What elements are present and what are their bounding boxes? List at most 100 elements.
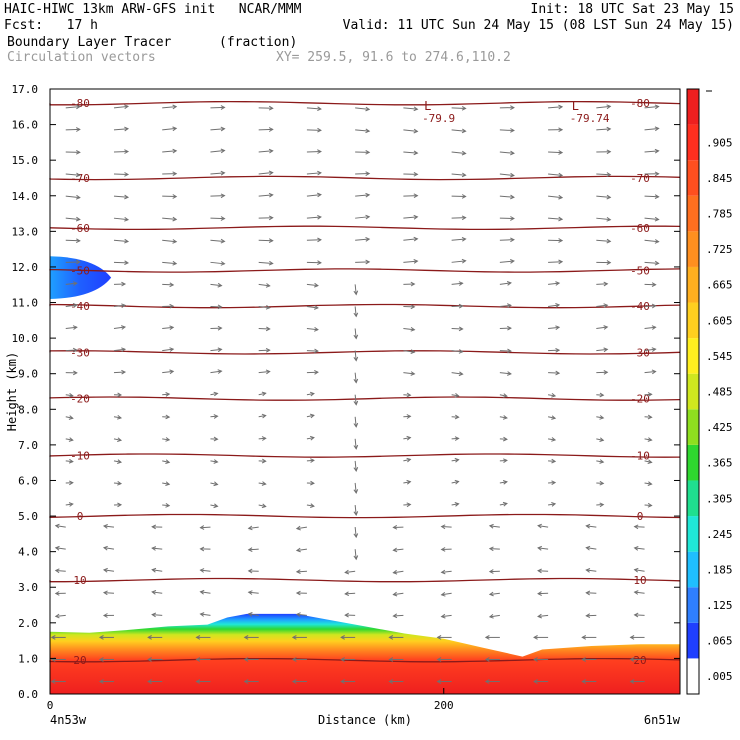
vector-arrow: [499, 173, 514, 177]
vector-arrow: [354, 527, 357, 538]
vector-arrow: [162, 127, 177, 131]
vector-arrowhead: [461, 215, 467, 221]
vector-arrowhead: [243, 657, 249, 662]
vector-arrowhead: [410, 326, 416, 332]
vector-arrowhead: [510, 128, 515, 133]
vector-arrowhead: [314, 348, 319, 354]
vector-arrow: [403, 328, 415, 331]
vector-arrowhead: [365, 259, 371, 265]
vector-arrow: [113, 460, 122, 463]
vector-arrowhead: [651, 347, 657, 352]
vector-arrow: [644, 438, 652, 441]
colorbar-label: .545: [706, 350, 733, 363]
vector-arrowhead: [265, 347, 271, 353]
vector-arrowhead: [261, 458, 267, 464]
vector-arrowhead: [261, 503, 267, 509]
vector-arrow: [354, 438, 357, 449]
vector-arrowhead: [268, 148, 274, 154]
y-tick-label: 4.0: [18, 546, 38, 559]
vector-arrow: [296, 526, 307, 530]
vector-arrow: [113, 438, 122, 441]
vector-arrowhead: [72, 347, 78, 353]
vector-arrowhead: [410, 304, 416, 310]
vector-arrowhead: [507, 325, 512, 331]
colorbar-swatch: [687, 373, 699, 410]
colorbar-label: .005: [706, 670, 733, 683]
colorbar-swatch: [687, 160, 699, 196]
vector-arrowhead: [54, 545, 60, 551]
vector-arrowhead: [502, 436, 508, 442]
vector-arrow: [65, 173, 80, 176]
vector-arrowhead: [647, 502, 653, 508]
vector-arrow: [296, 548, 307, 551]
vector-arrow: [586, 569, 597, 572]
vector-arrowhead: [440, 613, 446, 619]
vector-arrow: [547, 416, 556, 419]
isotherm-label: -80: [70, 97, 90, 110]
vector-arrowhead: [117, 459, 123, 464]
vector-arrow: [210, 261, 225, 265]
vector-arrow: [103, 525, 115, 528]
plot-frame: [49, 88, 681, 695]
y-tick-label: 3.0: [18, 581, 38, 594]
vector-arrowhead: [151, 612, 157, 618]
vector-arrowhead: [454, 457, 460, 463]
vector-arrow: [162, 348, 174, 352]
vector-arrowhead: [436, 679, 442, 684]
vector-arrowhead: [169, 325, 175, 331]
vector-arrowhead: [558, 127, 564, 133]
vector-arrowhead: [217, 325, 223, 331]
vector-arrowhead: [599, 437, 605, 442]
vector-arrowhead: [654, 126, 660, 132]
vector-arrowhead: [654, 171, 660, 177]
colorbar-label: .485: [706, 386, 733, 399]
vector-arrow: [210, 415, 218, 418]
vector-arrowhead: [633, 590, 639, 595]
colorbar-label: .125: [706, 599, 733, 612]
vector-arrowhead: [121, 347, 127, 353]
isotherm-label: -70: [630, 172, 650, 185]
vector-arrowhead: [243, 635, 249, 640]
colorbar-swatch: [687, 195, 699, 232]
vector-arrowhead: [551, 502, 557, 507]
vector-arrowhead: [268, 260, 274, 266]
vector-arrowhead: [488, 614, 494, 619]
vector-arrowhead: [502, 501, 508, 507]
isotherm-label: 10: [73, 574, 86, 587]
vector-arrowhead: [344, 612, 349, 618]
vector-arrowhead: [406, 414, 412, 419]
vector-arrow: [210, 348, 222, 352]
vector-arrow: [306, 414, 315, 418]
vector-arrow: [644, 305, 656, 307]
vector-arrow: [403, 238, 418, 241]
vector-arrow: [644, 348, 656, 352]
vector-arrow: [113, 217, 129, 221]
vector-arrow: [634, 547, 645, 550]
vector-arrow: [596, 460, 604, 463]
vector-arrowhead: [503, 458, 508, 464]
vector-arrowhead: [75, 259, 81, 265]
vector-arrowhead: [243, 679, 249, 684]
vector-arrowhead: [295, 569, 301, 574]
vector-arrowhead: [507, 371, 512, 376]
vector-arrow: [113, 105, 129, 109]
vector-arrowhead: [410, 349, 416, 354]
colorbar-swatch: [687, 516, 699, 552]
vector-arrow: [162, 393, 170, 396]
vector-arrowhead: [124, 126, 130, 132]
vector-arrow: [103, 547, 115, 550]
vector-arrow: [644, 261, 659, 264]
vector-arrow: [162, 217, 177, 220]
vector-arrowhead: [310, 458, 315, 463]
vector-arrowhead: [651, 303, 657, 309]
vector-arrow: [306, 393, 315, 396]
vector-arrow: [499, 372, 511, 375]
vector-arrowhead: [261, 413, 267, 419]
vector-arrowhead: [558, 238, 564, 243]
vector-arrow: [162, 460, 170, 463]
vector-arrowhead: [558, 104, 564, 110]
vector-arrow: [548, 151, 563, 154]
vector-arrowhead: [317, 214, 322, 220]
x-tick-label: 200: [434, 699, 454, 712]
colorbar-swatch: [687, 587, 699, 623]
